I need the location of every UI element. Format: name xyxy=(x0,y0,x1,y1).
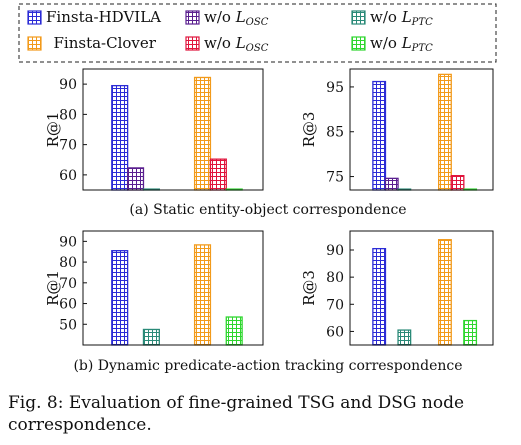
plot-frame xyxy=(349,68,494,191)
sub-caption-b: (b) Dynamic predicate-action tracking co… xyxy=(73,358,462,374)
bar xyxy=(142,328,160,346)
y-tick-label: 85 xyxy=(326,125,344,141)
bar xyxy=(450,175,465,191)
legend-swatch xyxy=(351,36,366,51)
y-tick-label: 60 xyxy=(59,297,77,313)
y-tick-label: 60 xyxy=(326,324,344,340)
y-axis-label: R@3 xyxy=(300,270,318,306)
legend-label: w/o LPTC xyxy=(370,8,433,28)
y-tick-label: 80 xyxy=(59,107,77,123)
legend-label: Finsta-Clover xyxy=(46,34,157,52)
bar xyxy=(193,76,212,191)
legend-label: w/o LPTC xyxy=(370,34,433,54)
y-axis-label: R@1 xyxy=(44,270,62,306)
bar xyxy=(438,239,452,346)
y-tick-label: 70 xyxy=(326,297,344,313)
plot-frame xyxy=(82,230,264,346)
legend-swatch xyxy=(27,36,42,51)
legend-swatch xyxy=(185,10,200,25)
bar xyxy=(384,177,399,191)
panel-b-right: 60 70 80 90 R@3 xyxy=(300,230,494,346)
y-tick-label: 80 xyxy=(326,270,344,286)
y-tick-label: 90 xyxy=(59,234,77,250)
bar xyxy=(372,80,387,191)
plot-frame xyxy=(349,230,494,346)
bar xyxy=(372,247,387,346)
y-tick-label: 60 xyxy=(59,168,77,184)
legend-swatch xyxy=(27,10,42,25)
legend-label: Finsta-HDVILA xyxy=(46,8,161,26)
bar xyxy=(397,329,412,346)
bar xyxy=(463,319,478,346)
legend-label: w/o LOSC xyxy=(204,34,269,54)
bar xyxy=(209,158,227,191)
panel-a-left: 60 70 80 90 R@1 xyxy=(44,68,264,191)
bar xyxy=(111,250,129,346)
y-tick-label: 70 xyxy=(59,276,77,292)
panel-b-left: 50 60 70 80 90 R@1 xyxy=(44,230,264,346)
y-tick-label: 90 xyxy=(326,243,344,259)
y-tick-label: 75 xyxy=(326,170,344,186)
figure: Finsta-HDVILA w/o LOSC w/o LPTC Finsta-Clo… xyxy=(18,3,497,374)
legend-swatch xyxy=(185,36,200,51)
legend-label: w/o LOSC xyxy=(204,8,269,28)
y-axis-label: R@1 xyxy=(44,112,62,148)
bar xyxy=(111,84,129,191)
y-tick-label: 70 xyxy=(59,138,77,154)
legend-swatch xyxy=(351,10,366,25)
chart-panels: 60708090R@1758595R@35060708090R@16070809… xyxy=(44,68,494,346)
plot-frame xyxy=(82,68,264,191)
legend: Finsta-HDVILA w/o LOSC w/o LPTC Finsta-Clo… xyxy=(18,3,497,63)
legend-box xyxy=(18,3,497,63)
y-tick-label: 95 xyxy=(326,80,344,96)
bar xyxy=(193,244,212,346)
y-axis-label: R@3 xyxy=(300,112,318,148)
panel-a-right: 75 85 95 R@3 xyxy=(300,68,494,191)
bar xyxy=(225,316,243,346)
sub-caption-a: (a) Static entity-object correspondence xyxy=(129,202,406,218)
bar xyxy=(126,167,145,191)
figure-caption: Fig. 8: Evaluation of fine-grained TSG a… xyxy=(8,393,465,435)
y-tick-label: 80 xyxy=(59,255,77,271)
bar xyxy=(438,73,452,191)
y-tick-label: 90 xyxy=(59,77,77,93)
y-tick-label: 50 xyxy=(59,317,77,333)
